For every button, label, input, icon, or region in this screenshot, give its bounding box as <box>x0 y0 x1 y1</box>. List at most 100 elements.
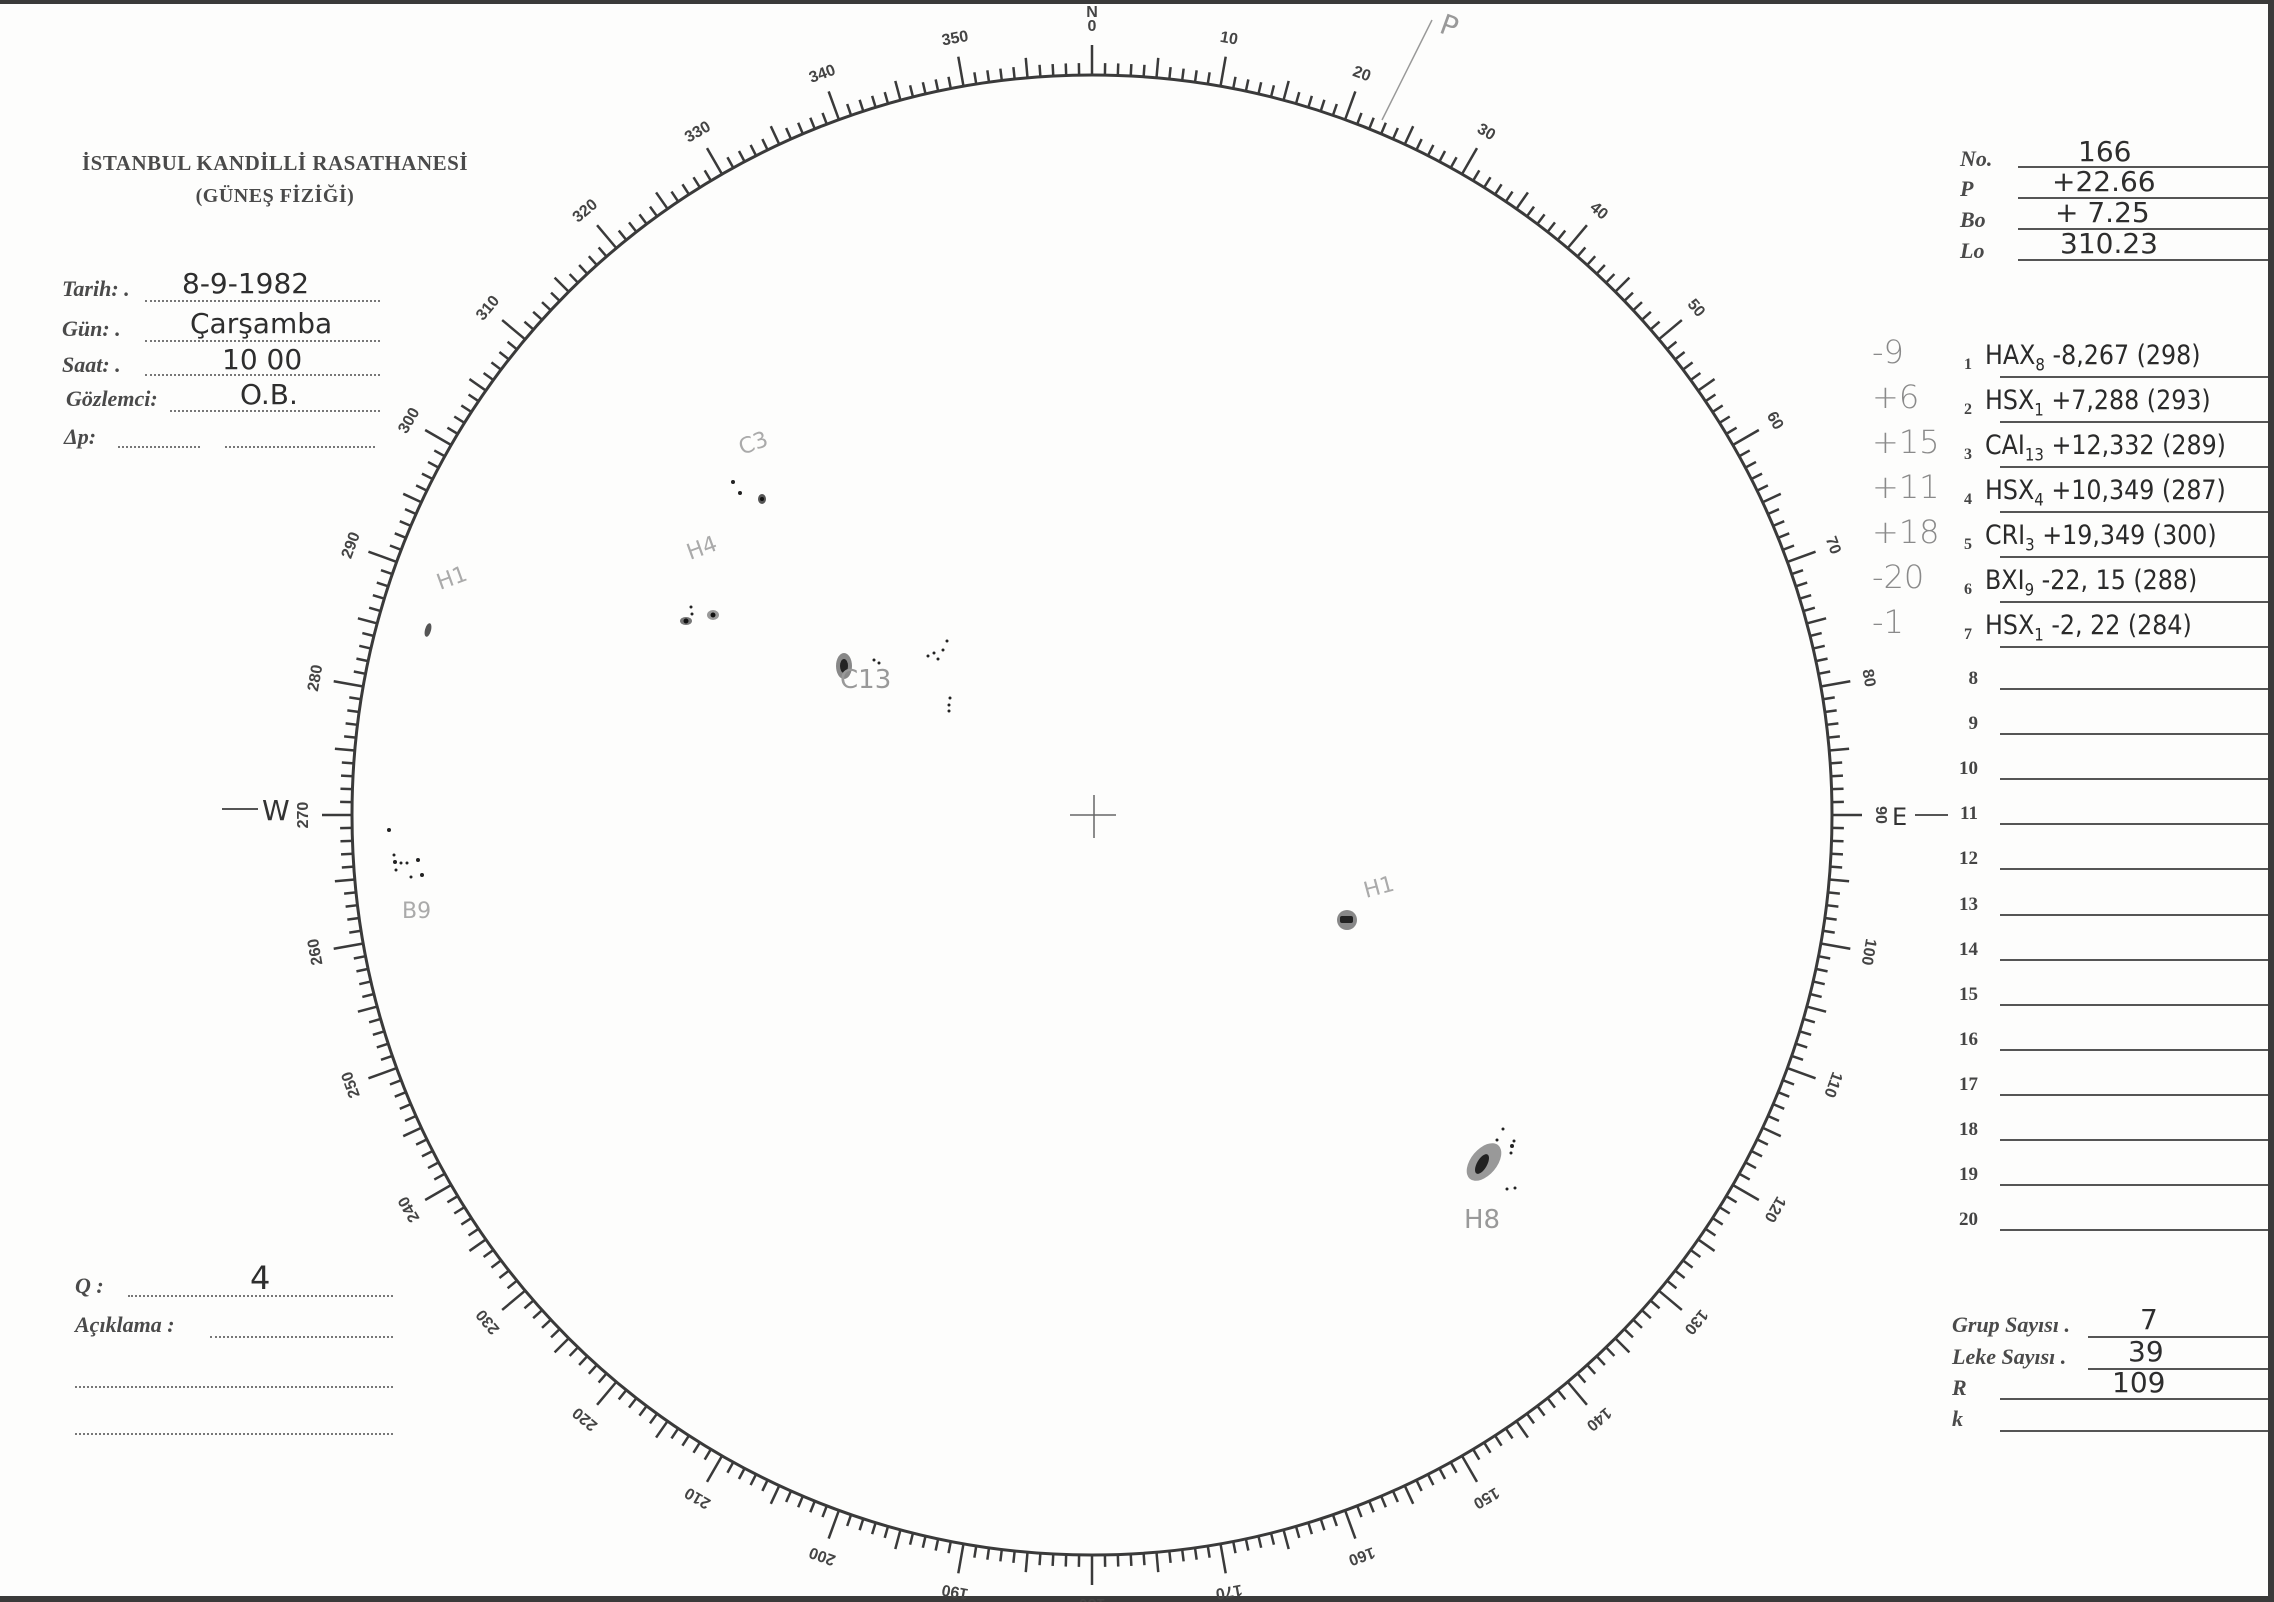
degree-label: 180 <box>1079 1595 1106 1602</box>
degree-tick <box>845 103 853 116</box>
degree-tick <box>1744 460 1757 469</box>
degree-tick <box>468 378 487 392</box>
degree-tick <box>1460 147 1479 175</box>
degree-tick <box>353 670 366 676</box>
pencil-correction: +15 <box>1872 423 1940 461</box>
degree-tick <box>1682 1259 1694 1269</box>
group-count-line <box>2088 1336 2268 1338</box>
group-label-h1-east: H1 <box>1361 872 1397 904</box>
pencil-correction: +18 <box>1872 513 1940 551</box>
degree-tick <box>1449 1461 1458 1474</box>
degree-tick <box>1756 1138 1769 1146</box>
degree-tick <box>389 1079 402 1086</box>
degree-tick <box>957 1543 965 1574</box>
degree-tick <box>858 1518 865 1531</box>
degree-tick <box>1415 1479 1423 1492</box>
degree-tick <box>1038 64 1042 77</box>
lo-line <box>2018 259 2268 261</box>
degree-tick <box>1595 1355 1606 1366</box>
group-label-c13: C13 <box>840 665 891 695</box>
degree-tick <box>1829 747 1850 752</box>
degree-label: 150 <box>1470 1484 1502 1512</box>
degree-tick <box>597 1372 608 1384</box>
degree-tick <box>1426 1473 1435 1486</box>
degree-tick <box>1830 774 1844 778</box>
degree-tick <box>1012 66 1016 80</box>
degree-tick <box>460 404 473 414</box>
degree-tick <box>1718 1206 1731 1215</box>
degree-tick <box>421 1149 434 1158</box>
degree-tick <box>1641 1309 1652 1320</box>
row-number: 11 <box>1960 803 1978 825</box>
degree-tick <box>670 190 680 203</box>
degree-tick <box>692 1441 701 1454</box>
degree-tick <box>1697 1238 1716 1252</box>
degree-tick <box>1051 1553 1055 1567</box>
degree-tick <box>541 301 552 312</box>
degree-tick <box>705 147 724 175</box>
degree-tick <box>362 631 375 638</box>
time-label: Saat: . <box>62 352 121 377</box>
degree-tick <box>986 70 991 83</box>
degree-tick <box>1767 1114 1780 1123</box>
row-line <box>2000 688 2268 690</box>
degree-tick <box>1231 1541 1237 1554</box>
degree-tick <box>648 1412 659 1425</box>
degree-tick <box>999 1549 1004 1562</box>
pencil-correction: +6 <box>1872 378 1920 416</box>
degree-tick <box>703 169 712 182</box>
degree-tick <box>1244 1538 1250 1551</box>
degree-tick <box>1257 1535 1263 1549</box>
degree-tick <box>1658 319 1683 341</box>
degree-tick <box>1822 696 1835 701</box>
degree-tick <box>1718 415 1731 424</box>
degree-tick <box>1830 852 1844 856</box>
note-line-1 <box>210 1336 393 1338</box>
degree-tick <box>858 99 865 112</box>
degree-tick <box>372 1030 385 1037</box>
degree-tick <box>1515 1420 1529 1439</box>
degree-tick <box>523 320 535 331</box>
degree-tick <box>578 1355 589 1366</box>
degree-tick <box>1331 1514 1339 1527</box>
degree-tick <box>1142 1553 1146 1566</box>
degree-tick <box>1155 1552 1160 1573</box>
degree-tick <box>347 916 360 921</box>
row-line <box>2000 913 2268 916</box>
group-class: HSX <box>1985 475 2035 506</box>
degree-tick <box>1546 221 1556 233</box>
degree-tick <box>532 1309 543 1320</box>
group-entry: HAX8 -8,267 (298) <box>1985 340 2201 374</box>
degree-tick <box>1595 264 1606 275</box>
degree-tick <box>394 532 407 539</box>
degree-tick <box>934 79 940 92</box>
row-line <box>2000 868 2268 871</box>
row-number: 16 <box>1959 1028 1978 1050</box>
degree-tick <box>506 1279 518 1290</box>
degree-tick <box>628 1397 638 1409</box>
degree-tick <box>908 85 915 98</box>
degree-tick <box>1830 761 1843 765</box>
degree-tick <box>638 213 648 225</box>
degree-tick <box>353 954 366 960</box>
degree-tick <box>894 1529 902 1550</box>
degree-tick <box>1802 1017 1816 1024</box>
degree-tick <box>655 1420 669 1439</box>
degree-tick <box>1257 81 1263 95</box>
pencil-correction: -1 <box>1872 603 1904 641</box>
degree-tick <box>1802 606 1816 613</box>
degree-label: 300 <box>395 405 423 437</box>
group-entry: CRI3 +19,349 (300) <box>1985 520 2217 554</box>
degree-tick <box>1818 670 1831 676</box>
degree-tick <box>1129 63 1133 77</box>
spot-count-label: Leke Sayısı . <box>1952 1344 2067 1369</box>
degree-tick <box>1809 631 1822 638</box>
row-line <box>2000 646 2268 648</box>
degree-tick <box>628 221 638 233</box>
degree-tick <box>402 1126 422 1138</box>
row-number: 12 <box>1959 848 1978 870</box>
degree-tick <box>737 150 746 163</box>
group-label-b9: B9 <box>402 899 431 924</box>
degree-tick <box>468 1238 487 1252</box>
